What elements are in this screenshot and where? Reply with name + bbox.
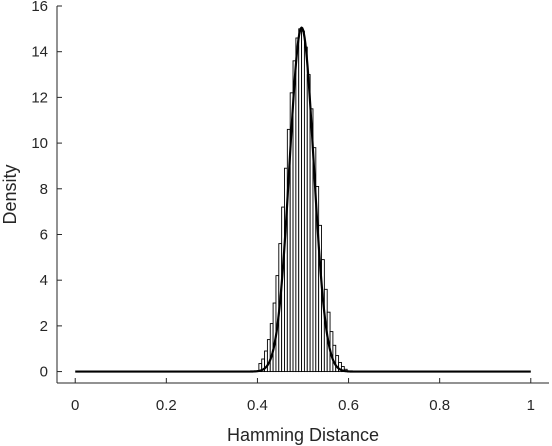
y-tick-label: 0 <box>40 364 48 381</box>
histogram-bars <box>258 28 348 373</box>
y-axis-ticks: 0 2 4 6 8 10 12 14 16 <box>31 0 62 381</box>
x-tick-label: 1 <box>527 397 535 414</box>
axes <box>56 6 549 384</box>
x-tick-label: 0.2 <box>156 397 177 414</box>
x-tick-label: 0.6 <box>338 397 359 414</box>
x-tick-label: 0 <box>71 397 79 414</box>
y-tick-label: 10 <box>31 135 48 152</box>
x-axis-title: Hamming Distance <box>227 425 379 445</box>
x-tick-label: 0.8 <box>429 397 450 414</box>
y-tick-label: 12 <box>31 89 48 106</box>
fit-curve-group <box>74 26 532 373</box>
fit-curve <box>74 26 532 373</box>
y-axis-title: Density <box>0 164 20 224</box>
y-tick-label: 14 <box>31 44 48 61</box>
y-tick-label: 16 <box>31 0 48 15</box>
y-tick-label: 8 <box>40 181 48 198</box>
x-axis-ticks: 0 0.2 0.4 0.6 0.8 1 <box>71 378 535 414</box>
x-tick-label: 0.4 <box>247 397 268 414</box>
y-tick-label: 2 <box>40 318 48 335</box>
y-tick-label: 4 <box>40 272 48 289</box>
y-tick-label: 6 <box>40 226 48 243</box>
